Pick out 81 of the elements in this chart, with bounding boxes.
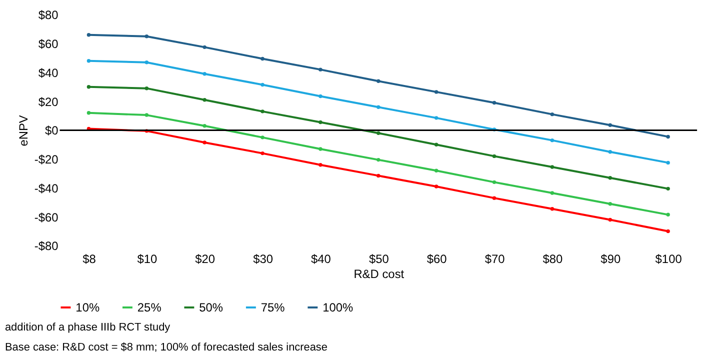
point xyxy=(550,191,554,195)
point xyxy=(144,60,149,64)
point xyxy=(260,82,264,87)
point xyxy=(376,158,380,162)
point xyxy=(86,59,91,63)
point xyxy=(434,90,438,94)
x-tick-label: $10 xyxy=(137,252,158,266)
legend-label: 75% xyxy=(260,300,286,314)
point xyxy=(434,168,438,172)
point xyxy=(550,138,554,142)
point xyxy=(434,184,438,188)
y-tick-label: $80 xyxy=(38,8,59,22)
point xyxy=(86,33,91,37)
point xyxy=(434,142,438,147)
point xyxy=(492,196,496,200)
point xyxy=(608,123,612,128)
point xyxy=(666,186,670,191)
point xyxy=(376,174,380,178)
point xyxy=(260,151,264,156)
point xyxy=(318,94,322,98)
text: addition of a phase IIIb RCT study xyxy=(4,321,171,334)
x-tick-label: $30 xyxy=(253,252,274,266)
point xyxy=(666,229,670,234)
legend-label: 10% xyxy=(76,300,100,314)
point xyxy=(318,147,322,151)
point xyxy=(666,212,670,217)
point xyxy=(202,98,206,102)
x-tick-label: $50 xyxy=(368,252,390,266)
y-tick-label: -$20 xyxy=(34,152,59,167)
point xyxy=(376,105,380,109)
point xyxy=(318,120,322,124)
point xyxy=(86,85,91,89)
x-tick-label: $8 xyxy=(82,252,96,266)
x-tick-label: $100 xyxy=(655,252,682,266)
y-tick-label: $60 xyxy=(38,37,59,52)
y-tick-label: -$60 xyxy=(34,210,59,224)
point xyxy=(492,154,496,158)
point xyxy=(202,140,206,144)
y-axis-title: eNPV xyxy=(16,115,30,146)
y-tick-label: $20 xyxy=(38,94,59,109)
point xyxy=(608,176,612,180)
point xyxy=(550,112,554,116)
legend-label: 100% xyxy=(322,300,354,314)
x-tick-label: $90 xyxy=(600,252,621,266)
x-tick-label: $80 xyxy=(542,252,564,266)
point xyxy=(666,160,670,165)
point xyxy=(202,124,206,128)
point xyxy=(434,116,438,120)
point xyxy=(318,163,322,167)
point xyxy=(202,72,206,76)
x-tick-label: $70 xyxy=(484,252,506,266)
point xyxy=(376,79,380,83)
point xyxy=(492,180,496,184)
legend-label: 50% xyxy=(199,300,224,314)
point xyxy=(202,45,206,50)
point xyxy=(376,131,380,135)
y-tick-label: -$80 xyxy=(34,239,59,254)
point xyxy=(608,150,612,154)
point xyxy=(318,68,322,72)
point xyxy=(86,111,91,115)
point xyxy=(608,202,612,206)
y-tick-label: $40 xyxy=(38,66,59,80)
x-tick-label: $40 xyxy=(310,252,332,266)
point xyxy=(666,134,670,139)
point xyxy=(144,113,149,117)
point xyxy=(492,100,496,105)
x-axis-title: R&D cost xyxy=(354,267,405,282)
legend-label: 25% xyxy=(137,300,162,314)
x-tick-label: $60 xyxy=(426,252,448,266)
y-tick-label: -$40 xyxy=(34,181,59,196)
point xyxy=(144,86,149,90)
point xyxy=(260,56,264,61)
point xyxy=(550,207,554,211)
point xyxy=(260,110,264,114)
point xyxy=(260,136,264,140)
x-tick-label: $20 xyxy=(195,252,216,266)
text: Base case: R&D cost = $8 mm; 100% of forecasted sales increase xyxy=(4,341,328,352)
point xyxy=(144,34,149,38)
point xyxy=(608,218,612,222)
y-tick-label: $0 xyxy=(44,124,59,138)
point xyxy=(550,165,554,169)
